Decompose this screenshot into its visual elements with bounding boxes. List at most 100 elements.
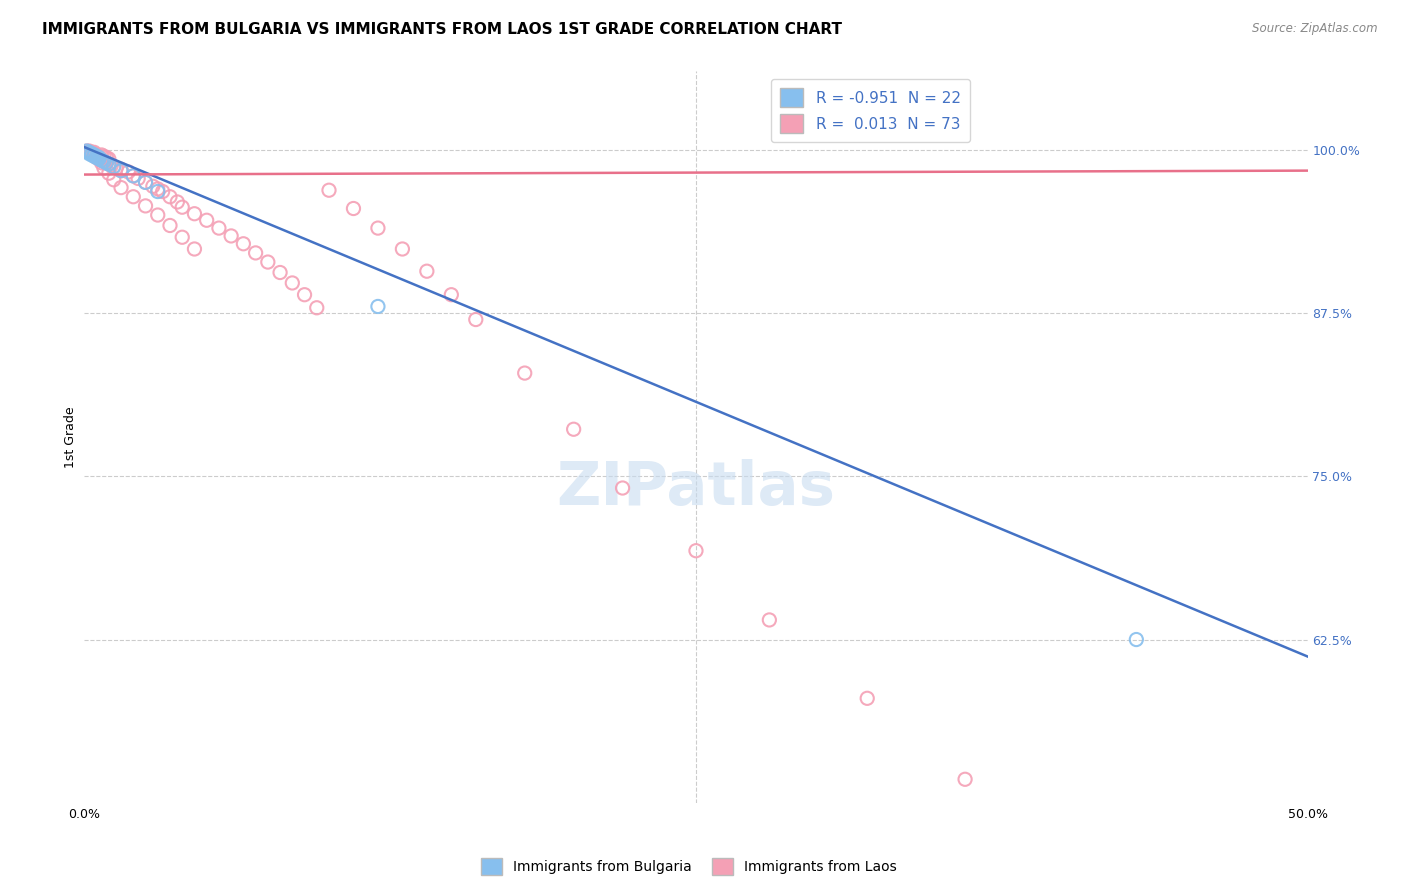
Point [166, 194, 188, 209]
Point [685, 543, 707, 558]
Point [77, 145, 100, 160]
Point [1002, 812, 1025, 826]
Point [103, 173, 125, 187]
Point [87, 152, 110, 166]
Point [93, 161, 115, 175]
Point [146, 208, 169, 222]
Point [172, 230, 194, 244]
Point [146, 185, 169, 199]
Point [100, 158, 122, 172]
Point [86, 151, 108, 165]
Point [90, 153, 112, 168]
Point [76, 144, 98, 158]
Point [83, 149, 105, 163]
Point [77, 146, 100, 161]
Point [80, 146, 103, 161]
Point [305, 301, 328, 315]
Point [96, 156, 118, 170]
Point [83, 148, 105, 162]
Text: IMMIGRANTS FROM BULGARIA VS IMMIGRANTS FROM LAOS 1ST GRADE CORRELATION CHART: IMMIGRANTS FROM BULGARIA VS IMMIGRANTS F… [42, 22, 842, 37]
Point [93, 154, 115, 169]
Point [953, 772, 976, 787]
Point [110, 162, 132, 177]
Point [86, 149, 108, 163]
Point [257, 255, 280, 269]
Point [96, 151, 118, 165]
Point [122, 190, 145, 204]
Point [97, 166, 120, 180]
Point [77, 145, 100, 160]
Point [103, 160, 125, 174]
Point [80, 145, 103, 160]
Point [93, 154, 115, 169]
Point [110, 163, 132, 178]
Point [464, 312, 486, 326]
Point [135, 175, 157, 189]
Point [90, 153, 112, 168]
Point [245, 246, 267, 260]
Point [122, 169, 145, 183]
Point [159, 190, 181, 204]
Point [758, 613, 780, 627]
Point [195, 213, 218, 227]
Point [90, 156, 112, 170]
Legend: Immigrants from Bulgaria, Immigrants from Laos: Immigrants from Bulgaria, Immigrants fro… [475, 853, 903, 880]
Point [80, 146, 103, 161]
Point [86, 151, 108, 165]
Point [367, 300, 389, 314]
Point [77, 144, 100, 158]
Point [110, 180, 132, 194]
Point [612, 481, 634, 495]
Point [97, 157, 120, 171]
Point [83, 145, 105, 160]
Point [152, 185, 174, 199]
Point [232, 236, 254, 251]
Point [159, 219, 181, 233]
Point [122, 169, 145, 183]
Point [87, 152, 110, 166]
Point [856, 691, 879, 706]
Point [97, 157, 120, 171]
Point [93, 149, 115, 163]
Point [440, 287, 463, 301]
Point [208, 221, 231, 235]
Point [127, 171, 149, 186]
Point [83, 146, 105, 161]
Point [135, 199, 157, 213]
Point [513, 366, 536, 380]
Point [269, 266, 291, 280]
Point [183, 242, 205, 256]
Point [90, 148, 112, 162]
Point [97, 152, 120, 166]
Point [416, 264, 439, 278]
Point [105, 161, 128, 175]
Y-axis label: 1st Grade: 1st Grade [65, 406, 77, 468]
Point [342, 202, 364, 216]
Point [103, 160, 125, 174]
Point [146, 182, 169, 196]
Point [80, 148, 103, 162]
Point [1125, 632, 1147, 647]
Point [135, 175, 157, 189]
Point [367, 221, 389, 235]
Text: Source: ZipAtlas.com: Source: ZipAtlas.com [1253, 22, 1378, 36]
Point [281, 276, 304, 290]
Point [183, 207, 205, 221]
Point [76, 144, 98, 158]
Point [219, 228, 242, 243]
Point [87, 151, 110, 165]
Legend: R = -0.951  N = 22, R =  0.013  N = 73: R = -0.951 N = 22, R = 0.013 N = 73 [772, 79, 970, 142]
Point [110, 163, 132, 178]
Point [86, 149, 108, 163]
Point [318, 183, 340, 197]
Point [294, 287, 316, 301]
Text: ZIPatlas: ZIPatlas [557, 458, 835, 517]
Point [83, 148, 105, 162]
Point [87, 151, 110, 165]
Point [142, 179, 165, 194]
Point [96, 156, 118, 170]
Point [117, 165, 139, 179]
Point [172, 200, 194, 214]
Point [391, 242, 413, 256]
Point [562, 422, 585, 436]
